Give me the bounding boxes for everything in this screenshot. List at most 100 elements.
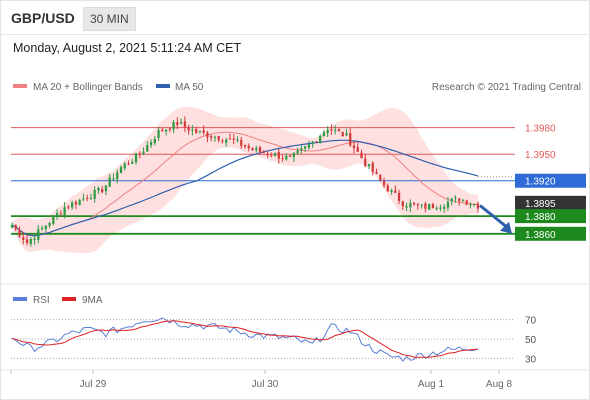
candle-body bbox=[48, 222, 51, 226]
timeframe-button[interactable]: 30 MIN bbox=[83, 7, 136, 31]
candle-body bbox=[367, 164, 371, 167]
candle-body bbox=[281, 158, 284, 160]
rsi-line bbox=[11, 317, 479, 362]
candle-body bbox=[255, 148, 258, 151]
level-tag-1-3860 bbox=[515, 226, 586, 241]
candle-body bbox=[337, 129, 341, 132]
candle-body bbox=[345, 133, 348, 136]
candle-body bbox=[375, 172, 378, 174]
candle-body bbox=[225, 139, 228, 143]
candle-body bbox=[443, 206, 446, 209]
candle-body bbox=[10, 225, 14, 228]
candle-body bbox=[153, 138, 156, 144]
candle-body bbox=[172, 122, 175, 130]
level-label-1-3950: 1.3950 bbox=[525, 150, 556, 161]
candle-body bbox=[25, 239, 29, 244]
candle-body bbox=[428, 203, 431, 210]
candle-body bbox=[112, 178, 115, 180]
candle-body bbox=[473, 204, 476, 206]
candle-body bbox=[82, 198, 85, 200]
candle-body bbox=[74, 201, 78, 205]
candle-body bbox=[341, 131, 344, 137]
chart-header: GBP/USD 30 MIN bbox=[0, 0, 590, 35]
candle-body bbox=[40, 227, 44, 230]
candle-body bbox=[210, 136, 213, 138]
symbol-label: GBP/USD bbox=[11, 10, 75, 26]
candle-body bbox=[300, 148, 303, 151]
candle-body bbox=[416, 204, 419, 206]
x-tick-label: Aug 8 bbox=[486, 379, 513, 390]
candle-body bbox=[183, 121, 186, 128]
level-label-1-3920: 1.3920 bbox=[525, 177, 556, 188]
candle-body bbox=[315, 141, 318, 143]
candle-body bbox=[431, 204, 435, 209]
candle-body bbox=[266, 154, 269, 156]
candle-body bbox=[161, 129, 164, 132]
candle-body bbox=[37, 229, 40, 240]
candle-body bbox=[108, 177, 111, 187]
candle-body bbox=[243, 145, 247, 147]
legend-label-9ma: 9MA bbox=[82, 295, 103, 306]
candle-body bbox=[288, 155, 292, 157]
candle-body bbox=[439, 207, 442, 209]
copyright-label: Research © 2021 Trading Central bbox=[432, 82, 581, 93]
candle-body bbox=[33, 238, 36, 240]
candle-body bbox=[386, 185, 389, 192]
candle-body bbox=[44, 225, 47, 229]
legend-label-rsi: RSI bbox=[33, 295, 50, 306]
candle-body bbox=[86, 197, 89, 199]
legend-label-ma50: MA 50 bbox=[175, 82, 204, 93]
candle-body bbox=[379, 174, 382, 181]
candle-body bbox=[258, 147, 262, 152]
candle-body bbox=[364, 158, 367, 166]
candle-body bbox=[59, 213, 62, 215]
candle-body bbox=[202, 130, 205, 133]
x-tick-label: Aug 1 bbox=[418, 379, 445, 390]
candle-body bbox=[270, 155, 273, 157]
candle-body bbox=[22, 237, 25, 241]
candle-body bbox=[134, 153, 138, 163]
candle-body bbox=[29, 239, 32, 244]
candle-body bbox=[322, 132, 326, 137]
candle-body bbox=[292, 152, 295, 157]
candle-body bbox=[450, 198, 453, 202]
ma50-line bbox=[11, 139, 479, 237]
candle-body bbox=[424, 203, 427, 209]
rsi-ma-line bbox=[11, 320, 479, 358]
candle-body bbox=[273, 153, 277, 157]
candle-body bbox=[232, 138, 235, 140]
candle-body bbox=[285, 155, 288, 160]
candle-body bbox=[330, 129, 333, 131]
candle-body bbox=[187, 127, 190, 131]
candle-body bbox=[465, 200, 468, 205]
candle-body bbox=[458, 198, 461, 201]
candle-body bbox=[394, 190, 397, 193]
candle-body bbox=[176, 122, 179, 126]
candle-body bbox=[277, 152, 280, 159]
candle-body bbox=[319, 136, 322, 143]
rsi-tick-70: 70 bbox=[525, 316, 537, 327]
candle-body bbox=[71, 202, 74, 208]
candle-body bbox=[146, 145, 149, 152]
candle-body bbox=[67, 206, 70, 208]
candle-body bbox=[55, 213, 59, 216]
candle-body bbox=[326, 129, 329, 134]
candle-body bbox=[149, 142, 153, 146]
candle-body bbox=[412, 202, 416, 205]
candle-body bbox=[446, 201, 450, 208]
level-label-1-3880: 1.3880 bbox=[525, 212, 556, 223]
candle-body bbox=[476, 203, 480, 209]
candle-body bbox=[409, 203, 412, 208]
forecast-arrow-head bbox=[500, 221, 512, 234]
candle-body bbox=[454, 197, 457, 199]
candle-body bbox=[89, 198, 93, 200]
x-tick-label: Jul 30 bbox=[252, 379, 279, 390]
candle-body bbox=[164, 129, 168, 132]
candle-body bbox=[127, 163, 130, 165]
candle-body bbox=[240, 139, 243, 146]
candle-body bbox=[93, 190, 96, 199]
candle-body bbox=[296, 150, 299, 154]
date-label: Monday, August 2, 2021 5:11:24 AM CET bbox=[13, 41, 242, 55]
candle-body bbox=[18, 229, 21, 237]
